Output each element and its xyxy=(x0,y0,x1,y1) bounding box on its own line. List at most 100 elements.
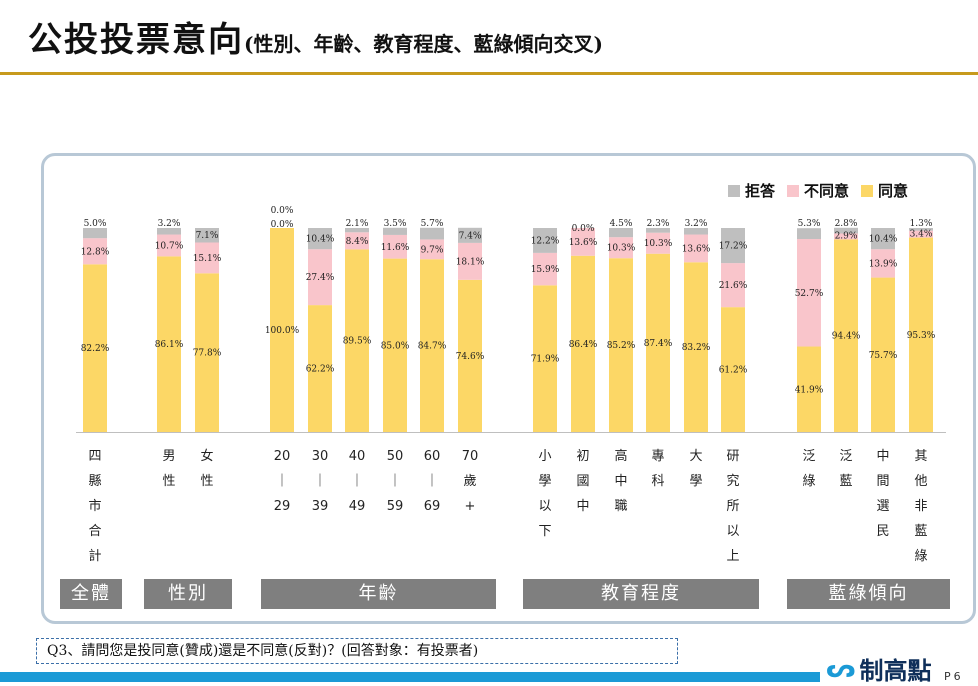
data-label-refuse: 3.2% xyxy=(685,219,708,229)
data-label-agree: 86.4% xyxy=(569,340,598,350)
bar-agree xyxy=(797,346,821,432)
category-label: 初 xyxy=(576,449,589,464)
title-main: 公投投票意向 xyxy=(28,20,244,60)
category-label: 非 xyxy=(914,499,927,514)
data-label-refuse: 17.2% xyxy=(719,242,748,252)
data-label-refuse: 3.5% xyxy=(384,219,407,229)
data-label-agree: 87.4% xyxy=(644,339,673,349)
bar-agree xyxy=(909,237,933,432)
data-label-agree: 74.6% xyxy=(456,352,485,362)
data-label-refuse: 10.4% xyxy=(306,235,335,245)
category-label: 中 xyxy=(614,474,627,489)
data-label-disagree: 8.4% xyxy=(346,237,369,247)
category-label: 以 xyxy=(726,524,739,539)
category-label: 泛 xyxy=(839,449,852,464)
category-label: 以 xyxy=(538,499,551,514)
category-label: ｜ xyxy=(313,474,326,489)
category-label: 間 xyxy=(876,474,889,489)
data-label-disagree: 21.6% xyxy=(719,281,748,291)
group-label-gender: 性別 xyxy=(144,579,232,609)
bar-refuse xyxy=(909,228,933,231)
category-label: 大 xyxy=(689,449,702,464)
data-label-disagree: 13.6% xyxy=(682,244,711,254)
legend-item-agree: 同意 xyxy=(861,180,908,201)
data-label-refuse: 0.0% xyxy=(271,206,294,216)
bar-refuse xyxy=(458,227,482,243)
category-label: 計 xyxy=(88,548,101,564)
bar-disagree xyxy=(195,242,219,274)
bar-disagree xyxy=(871,249,895,278)
data-label-agree: 94.4% xyxy=(832,332,861,342)
bar-disagree xyxy=(571,228,595,256)
category-label: 究 xyxy=(726,474,739,489)
category-label: ｜ xyxy=(425,474,438,489)
brand-logo: ᔕ 制高點 xyxy=(826,651,932,686)
data-label-disagree: 10.7% xyxy=(155,241,184,251)
data-label-refuse: 4.5% xyxy=(610,219,633,229)
page-number: P6 xyxy=(944,670,964,683)
data-label-agree: 89.5% xyxy=(343,337,372,347)
legend-swatch-agree xyxy=(861,184,874,197)
bar-agree xyxy=(684,262,708,432)
legend-label-disagree: 不同意 xyxy=(804,182,850,200)
category-label: ｜ xyxy=(350,474,363,489)
category-label: 所 xyxy=(726,499,739,514)
bar-disagree xyxy=(684,234,708,263)
data-label-disagree: 13.9% xyxy=(869,259,898,269)
bar-disagree xyxy=(797,239,821,347)
legend-swatch-disagree xyxy=(787,184,800,197)
bar-agree xyxy=(345,249,369,432)
data-label-disagree: 2.9% xyxy=(835,231,858,241)
bar-refuse xyxy=(684,228,708,235)
category-label: 歲 xyxy=(463,474,476,489)
data-label-agree: 85.0% xyxy=(381,341,410,351)
logo-mark-icon: ᔕ xyxy=(826,653,856,684)
bar-refuse xyxy=(157,228,181,235)
category-label: 他 xyxy=(914,474,927,489)
group-label-overall: 全體 xyxy=(60,579,122,609)
category-label: 性 xyxy=(162,474,175,489)
category-label: 男 xyxy=(162,449,175,464)
category-label: 民 xyxy=(876,524,889,539)
bar-agree xyxy=(308,305,332,432)
category-label: 39 xyxy=(312,499,329,514)
category-label: 中 xyxy=(876,449,889,464)
data-label-disagree: 13.6% xyxy=(569,238,598,248)
bar-agree xyxy=(195,273,219,432)
category-label: 科 xyxy=(651,474,664,489)
category-label: 49 xyxy=(349,499,366,514)
data-label-refuse: 2.1% xyxy=(346,219,369,229)
category-label: 四 xyxy=(88,449,101,464)
data-label-agree: 82.2% xyxy=(81,344,110,354)
data-label-refuse: 2.8% xyxy=(835,219,858,229)
data-label-refuse: 1.3% xyxy=(910,219,933,229)
category-label: 職 xyxy=(614,499,627,514)
category-label: 性 xyxy=(200,474,213,489)
category-label: 30 xyxy=(312,449,329,464)
category-label: 研 xyxy=(726,449,739,464)
legend-label-refuse: 拒答 xyxy=(745,182,776,200)
data-label-disagree: 12.8% xyxy=(81,247,110,257)
data-label-disagree: 10.3% xyxy=(644,239,673,249)
bar-refuse xyxy=(308,228,332,250)
bar-disagree xyxy=(609,237,633,259)
bar-refuse xyxy=(834,227,858,234)
category-label: 小 xyxy=(538,449,551,464)
bar-agree xyxy=(571,255,595,432)
data-label-agree: 71.9% xyxy=(531,355,560,365)
bar-agree xyxy=(871,277,895,432)
category-label: 縣 xyxy=(88,474,101,489)
bar-agree xyxy=(383,258,407,432)
data-label-agree: 77.8% xyxy=(193,349,222,359)
bar-agree xyxy=(157,256,181,432)
category-label: 合 xyxy=(88,524,101,539)
category-label: 60 xyxy=(424,449,441,464)
category-label: 學 xyxy=(689,474,702,489)
bar-disagree xyxy=(646,232,670,254)
data-label-agree: 84.7% xyxy=(418,342,447,352)
bar-disagree xyxy=(458,242,482,280)
category-label: 40 xyxy=(349,449,366,464)
data-label-refuse: 0.0% xyxy=(572,224,595,234)
chart-legend: 拒答 不同意 同意 xyxy=(728,180,908,201)
